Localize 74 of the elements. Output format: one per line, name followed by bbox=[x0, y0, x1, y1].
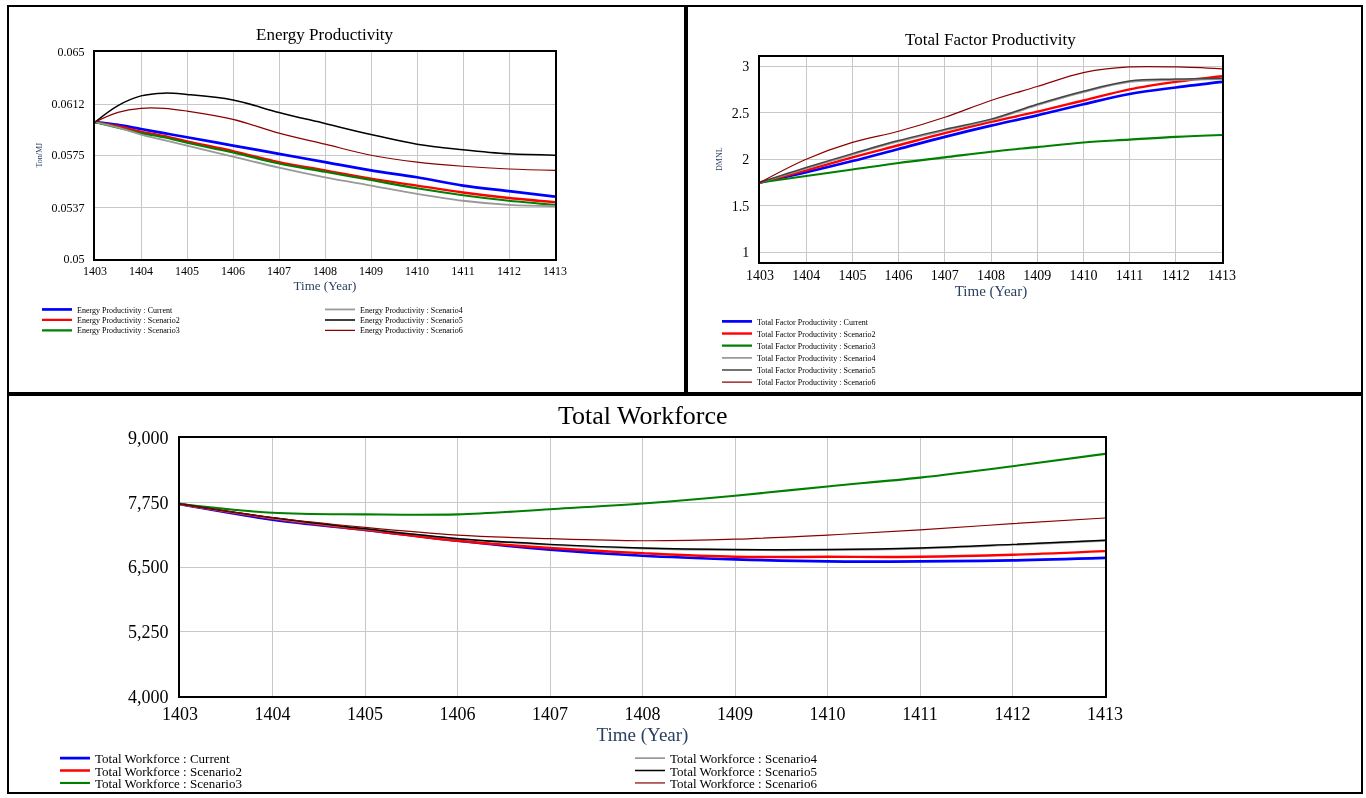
legend-label: Total Workforce : Scenario6 bbox=[670, 776, 818, 792]
y-tick-label: 0.0612 bbox=[51, 97, 85, 112]
x-tick-label: 1409 bbox=[1023, 268, 1052, 284]
x-tick-label: 1410 bbox=[1069, 268, 1098, 284]
y-axis-title: Ton/MJ bbox=[34, 142, 44, 168]
x-tick-label: 1407 bbox=[930, 268, 959, 284]
x-tick-label: 1410 bbox=[405, 264, 429, 279]
legend-label: Total Factor Productivity : Scenario6 bbox=[757, 378, 876, 388]
legend-label: Total Factor Productivity : Current bbox=[757, 317, 869, 327]
x-tick-label: 1403 bbox=[162, 704, 198, 725]
x-tick-label: 1406 bbox=[221, 264, 245, 279]
chart-title: Energy Productivity bbox=[256, 25, 394, 44]
y-tick-label: 0.065 bbox=[57, 44, 85, 59]
x-tick-label: 1412 bbox=[994, 704, 1031, 725]
x-axis-title: Time (Year) bbox=[954, 283, 1028, 301]
legend-label: Total Factor Productivity : Scenario5 bbox=[757, 366, 876, 376]
y-tick-label: 6,500 bbox=[127, 557, 169, 578]
x-tick-label: 1412 bbox=[1161, 268, 1190, 284]
x-tick-label: 1413 bbox=[1087, 704, 1123, 725]
y-tick-label: 5,250 bbox=[127, 622, 169, 643]
x-tick-label: 1405 bbox=[838, 268, 867, 284]
x-tick-label: 1404 bbox=[254, 704, 291, 725]
x-tick-label: 1409 bbox=[359, 264, 383, 279]
x-tick-label: 1411 bbox=[451, 264, 475, 279]
line-series bbox=[180, 452, 1105, 516]
x-tick-label: 1403 bbox=[746, 268, 774, 284]
x-tick-label: 1411 bbox=[902, 704, 938, 725]
y-tick-label: 0.0537 bbox=[51, 200, 85, 215]
y-tick-label: 1.5 bbox=[731, 198, 750, 214]
x-tick-label: 1408 bbox=[313, 264, 337, 279]
x-tick-label: 1408 bbox=[977, 268, 1005, 284]
line-series bbox=[95, 107, 555, 171]
chart-title: Total Workforce bbox=[558, 401, 728, 430]
legend-label: Total Workforce : Scenario3 bbox=[95, 776, 242, 792]
y-tick-label: 3 bbox=[742, 58, 750, 74]
legend-label: Total Factor Productivity : Scenario2 bbox=[757, 329, 876, 339]
x-tick-label: 1404 bbox=[129, 264, 153, 279]
y-tick-label: 4,000 bbox=[127, 686, 169, 707]
x-tick-label: 1405 bbox=[347, 704, 383, 725]
y-tick-label: 0.0575 bbox=[51, 148, 85, 163]
x-tick-label: 1405 bbox=[175, 264, 199, 279]
line-series bbox=[760, 133, 1222, 184]
x-tick-label: 1410 bbox=[809, 704, 846, 725]
legend-label: Energy Productivity : Scenario6 bbox=[360, 326, 463, 336]
legend-label: Energy Productivity : Current bbox=[77, 305, 173, 315]
y-tick-label: 0.05 bbox=[63, 251, 85, 266]
x-tick-label: 1407 bbox=[532, 704, 568, 725]
legend-label: Energy Productivity : Scenario4 bbox=[360, 305, 463, 315]
x-tick-label: 1404 bbox=[792, 268, 821, 284]
legend-label: Energy Productivity : Scenario5 bbox=[360, 316, 463, 326]
x-axis-title: Time (Year) bbox=[596, 724, 689, 747]
x-tick-label: 1406 bbox=[439, 704, 476, 725]
x-tick-label: 1403 bbox=[83, 264, 107, 279]
chart-title: Total Factor Productivity bbox=[905, 30, 1077, 49]
legend-label: Total Factor Productivity : Scenario4 bbox=[757, 353, 876, 363]
x-tick-label: 1413 bbox=[543, 264, 567, 279]
x-tick-label: 1409 bbox=[717, 704, 753, 725]
x-tick-label: 1413 bbox=[1208, 268, 1236, 284]
y-tick-label: 1 bbox=[742, 245, 750, 261]
line-series bbox=[180, 503, 1105, 542]
x-axis-title: Time (Year) bbox=[293, 278, 357, 294]
x-tick-label: 1406 bbox=[884, 268, 913, 284]
y-tick-label: 2 bbox=[742, 152, 750, 168]
x-tick-label: 1412 bbox=[497, 264, 521, 279]
legend-label: Energy Productivity : Scenario2 bbox=[77, 316, 180, 326]
legend-label: Energy Productivity : Scenario3 bbox=[77, 326, 180, 336]
y-tick-label: 2.5 bbox=[731, 105, 750, 121]
y-tick-label: 7,750 bbox=[127, 492, 169, 513]
y-tick-label: 9,000 bbox=[127, 428, 169, 449]
x-tick-label: 1407 bbox=[267, 264, 291, 279]
legend-label: Total Factor Productivity : Scenario3 bbox=[757, 341, 876, 351]
y-axis-title: DMNL bbox=[714, 147, 724, 171]
x-tick-label: 1408 bbox=[624, 704, 661, 725]
x-tick-label: 1411 bbox=[1115, 268, 1144, 284]
